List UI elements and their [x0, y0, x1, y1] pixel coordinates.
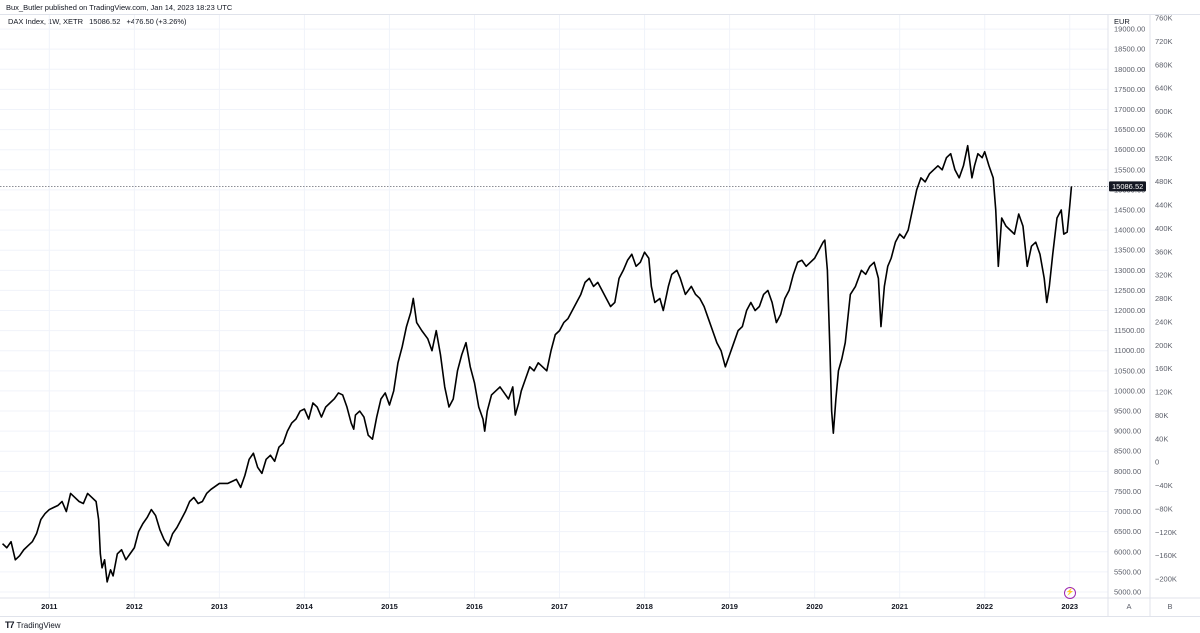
publish-info-bar: Bux_Butler published on TradingView.com,… — [0, 0, 1200, 15]
y-tick-label: 7000.00 — [1114, 507, 1141, 516]
x-tick-label: 2017 — [551, 602, 568, 611]
grid-lines — [0, 15, 1108, 598]
last-price-label-text: 15086.52 — [1112, 182, 1143, 191]
y2-tick-label: −40K — [1155, 481, 1173, 490]
series-layer — [2, 144, 1073, 583]
y2-tick-label: 40K — [1155, 434, 1168, 443]
x-tick-label: 2013 — [211, 602, 228, 611]
y-tick-label: 10500.00 — [1114, 366, 1145, 375]
x-tick-label: 2015 — [381, 602, 398, 611]
y2-tick-label: 520K — [1155, 154, 1173, 163]
y-tick-label: 5500.00 — [1114, 567, 1141, 576]
y2-tick-label: 440K — [1155, 201, 1173, 210]
y2-tick-label: 480K — [1155, 177, 1173, 186]
x-tick-label: 2022 — [976, 602, 993, 611]
tradingview-logo-icon: T7 — [5, 620, 14, 630]
y-tick-label: 14500.00 — [1114, 206, 1145, 215]
y-tick-label: 17500.00 — [1114, 85, 1145, 94]
auto-scale-button[interactable]: A — [1126, 602, 1132, 611]
y2-tick-label: 720K — [1155, 37, 1173, 46]
y-tick-label: 8500.00 — [1114, 447, 1141, 456]
scale-b-button[interactable]: B — [1167, 602, 1173, 611]
last-price-label-bg — [1109, 181, 1146, 192]
legend-last-price: 15086.52 — [89, 17, 121, 26]
legend-symbol[interactable]: DAX Index, 1W, XETR — [8, 17, 84, 26]
y-tick-label: 6500.00 — [1114, 527, 1141, 536]
y-tick-label: 7500.00 — [1114, 487, 1141, 496]
series-line — [2, 144, 1073, 583]
y-tick-label: 18000.00 — [1114, 65, 1145, 74]
y2-tick-label: 560K — [1155, 130, 1173, 139]
y-tick-label: 11000.00 — [1114, 346, 1145, 355]
y-tick-label: 16000.00 — [1114, 145, 1145, 154]
currency-label: EUR — [1114, 17, 1130, 26]
y-tick-label: 11500.00 — [1114, 326, 1145, 335]
y-tick-label: 8000.00 — [1114, 467, 1141, 476]
y2-tick-label: 680K — [1155, 60, 1173, 69]
y-tick-label: 17000.00 — [1114, 105, 1145, 114]
y-tick-label: 15500.00 — [1114, 165, 1145, 174]
y2-tick-label: −160K — [1155, 551, 1177, 560]
y-tick-label: 12000.00 — [1114, 306, 1145, 315]
y-tick-label: 5000.00 — [1114, 587, 1141, 596]
y2-tick-label: 280K — [1155, 294, 1173, 303]
y-tick-label: 6000.00 — [1114, 547, 1141, 556]
x-tick-label: 2023 — [1061, 602, 1078, 611]
time-scale[interactable]: 2011 2012 2013 2014 2015 2016 2017 2018 2019 2020… — [41, 602, 1078, 611]
y-tick-label: 12500.00 — [1114, 286, 1145, 295]
publish-info-text: Bux_Butler published on TradingView.com,… — [6, 3, 233, 12]
y-tick-label: 13000.00 — [1114, 266, 1145, 275]
y2-tick-label: 400K — [1155, 224, 1173, 233]
y2-tick-label: 600K — [1155, 107, 1173, 116]
symbol-legend: DAX Index, 1W, XETR 15086.52 +476.50 (+3… — [8, 17, 191, 26]
x-tick-label: 2020 — [806, 602, 823, 611]
y-tick-label: 9000.00 — [1114, 427, 1141, 436]
x-tick-label: 2012 — [126, 602, 143, 611]
brand-logo[interactable]: T7 TradingView — [5, 620, 61, 630]
y-tick-label: 13500.00 — [1114, 246, 1145, 255]
y2-tick-label: −80K — [1155, 504, 1173, 513]
y-tick-label: 16500.00 — [1114, 125, 1145, 134]
x-tick-label: 2019 — [721, 602, 738, 611]
y2-tick-label: 240K — [1155, 317, 1173, 326]
y2-tick-label: 320K — [1155, 271, 1173, 280]
price-scale-left[interactable]: 19000.00 18500.00 18000.00 17500.00 17000.00… — [1114, 25, 1145, 597]
y2-tick-label: 160K — [1155, 364, 1173, 373]
x-tick-label: 2014 — [296, 602, 314, 611]
x-tick-label: 2011 — [41, 602, 57, 611]
price-scale-right[interactable]: 760K 720K 680K 640K 600K 560K 520K 480K 440K 400K… — [1155, 14, 1177, 584]
y-tick-label: 9500.00 — [1114, 407, 1141, 416]
y-tick-label: 18500.00 — [1114, 45, 1145, 54]
y2-tick-label: 640K — [1155, 84, 1173, 93]
y-tick-label: 10000.00 — [1114, 386, 1145, 395]
y-tick-label: 19000.00 — [1114, 25, 1145, 34]
y2-tick-label: −120K — [1155, 528, 1177, 537]
brand-name: TradingView — [16, 620, 61, 630]
y2-tick-label: 200K — [1155, 341, 1173, 350]
last-price-label: 15086.52 — [1109, 181, 1146, 192]
y2-tick-label: 80K — [1155, 411, 1168, 420]
legend-change: +476.50 (+3.26%) — [126, 17, 187, 26]
x-tick-label: 2016 — [466, 602, 483, 611]
footer-bar: T7 TradingView — [0, 616, 1200, 633]
y2-tick-label: 760K — [1155, 14, 1173, 23]
y2-tick-label: 360K — [1155, 247, 1173, 256]
y2-tick-label: 0 — [1155, 458, 1159, 467]
y-tick-label: 14000.00 — [1114, 226, 1145, 235]
y2-tick-label: −200K — [1155, 575, 1177, 584]
lightning-alert-icon[interactable]: ⚡ — [1064, 587, 1076, 599]
x-tick-label: 2018 — [636, 602, 653, 611]
x-tick-label: 2021 — [891, 602, 908, 611]
y2-tick-label: 120K — [1155, 388, 1173, 397]
